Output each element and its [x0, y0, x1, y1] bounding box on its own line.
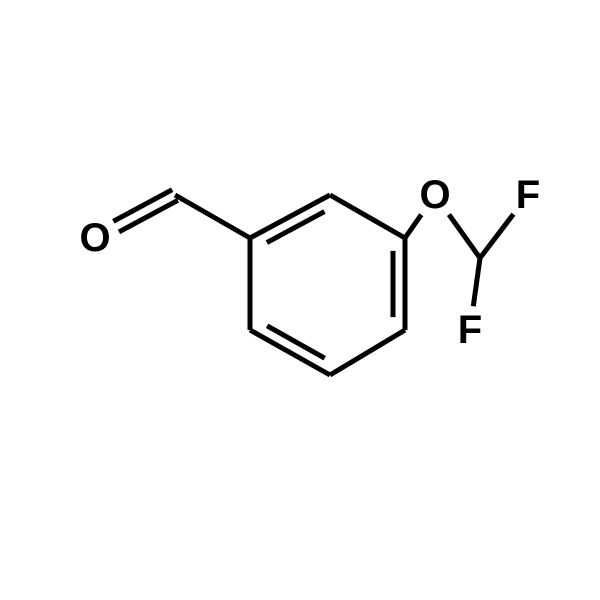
chemical-structure: O O F F [0, 0, 600, 600]
atom-label-o: O [79, 216, 110, 260]
atom-label-f: F [516, 173, 540, 217]
atom-label-f: F [458, 308, 482, 352]
atom-label-o: O [419, 173, 450, 217]
